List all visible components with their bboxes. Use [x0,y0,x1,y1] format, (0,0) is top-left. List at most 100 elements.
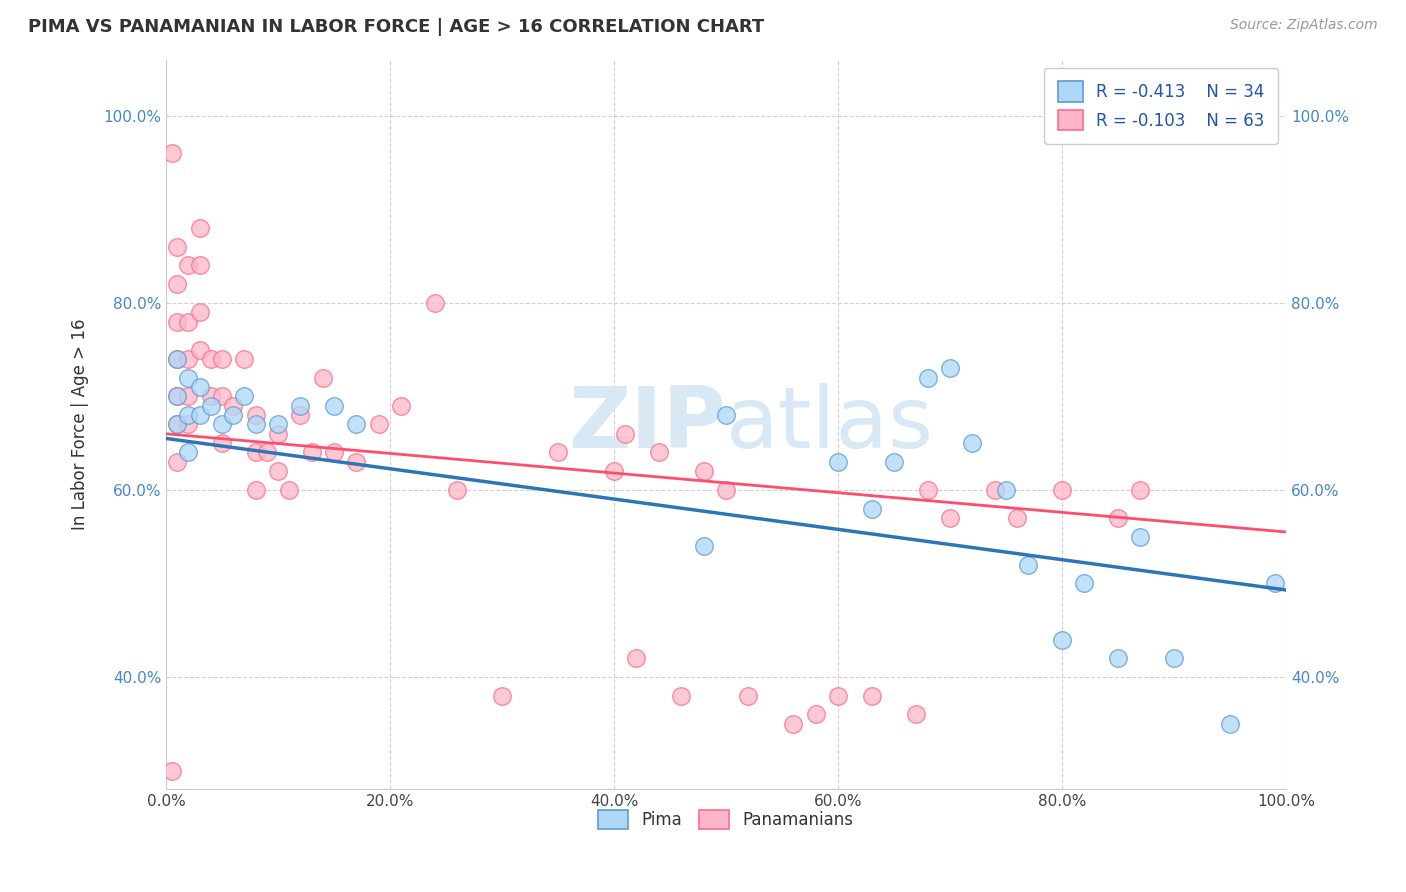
Point [883,455,905,469]
Point [188,408,211,422]
Point [188,305,211,319]
Point [323,399,346,413]
Point [1107,511,1129,525]
Point [200,399,222,413]
Point [166,417,188,432]
Point [177,370,200,384]
Point [200,389,222,403]
Point [233,351,256,366]
Point [177,351,200,366]
Point [423,295,446,310]
Point [917,483,939,497]
Point [389,399,412,413]
Point [290,408,312,422]
Point [166,455,188,469]
Point [344,417,367,432]
Point [222,408,245,422]
Point [1219,716,1241,731]
Point [491,689,513,703]
Point [290,399,312,413]
Point [177,408,200,422]
Point [166,240,188,254]
Point [267,417,290,432]
Text: atlas: atlas [725,383,934,466]
Point [1073,576,1095,591]
Point [256,445,278,459]
Point [222,399,245,413]
Point [939,361,962,376]
Text: PIMA VS PANAMANIAN IN LABOR FORCE | AGE > 16 CORRELATION CHART: PIMA VS PANAMANIAN IN LABOR FORCE | AGE … [28,18,765,36]
Point [648,445,671,459]
Point [211,436,233,450]
Point [692,464,714,478]
Point [994,483,1017,497]
Point [344,455,367,469]
Point [166,351,188,366]
Point [177,445,200,459]
Point [827,455,849,469]
Point [200,351,222,366]
Point [804,707,827,722]
Point [714,483,737,497]
Point [446,483,468,497]
Point [547,445,569,459]
Point [669,689,692,703]
Point [1129,483,1152,497]
Text: ZIP: ZIP [568,383,725,466]
Y-axis label: In Labor Force | Age > 16: In Labor Force | Age > 16 [72,318,89,530]
Point [626,651,648,665]
Point [827,689,849,703]
Point [692,539,714,553]
Point [267,426,290,441]
Point [166,417,188,432]
Point [245,417,267,432]
Text: Source: ZipAtlas.com: Source: ZipAtlas.com [1230,18,1378,32]
Point [737,689,759,703]
Point [177,417,200,432]
Legend: Pima, Panamanians: Pima, Panamanians [592,803,860,836]
Point [984,483,1007,497]
Point [211,351,233,366]
Point [962,436,984,450]
Point [1129,530,1152,544]
Point [245,445,267,459]
Point [177,259,200,273]
Point [267,464,290,478]
Point [1005,511,1028,525]
Point [714,408,737,422]
Point [233,389,256,403]
Point [917,370,939,384]
Point [211,389,233,403]
Point [211,417,233,432]
Point [1050,483,1073,497]
Point [1163,651,1185,665]
Point [860,689,883,703]
Point [177,314,200,328]
Point [1050,632,1073,647]
Point [278,483,301,497]
Point [312,370,335,384]
Point [614,426,637,441]
Point [1017,558,1039,572]
Point [603,464,626,478]
Point [188,221,211,235]
Point [166,277,188,291]
Point [367,417,389,432]
Point [160,146,183,161]
Point [1107,651,1129,665]
Point [188,380,211,394]
Point [166,351,188,366]
Point [160,764,183,778]
Point [166,389,188,403]
Point [188,343,211,357]
Point [166,314,188,328]
Point [188,259,211,273]
Point [245,408,267,422]
Point [323,445,346,459]
Point [939,511,962,525]
Point [1264,576,1286,591]
Point [905,707,928,722]
Point [177,389,200,403]
Point [860,501,883,516]
Point [782,716,804,731]
